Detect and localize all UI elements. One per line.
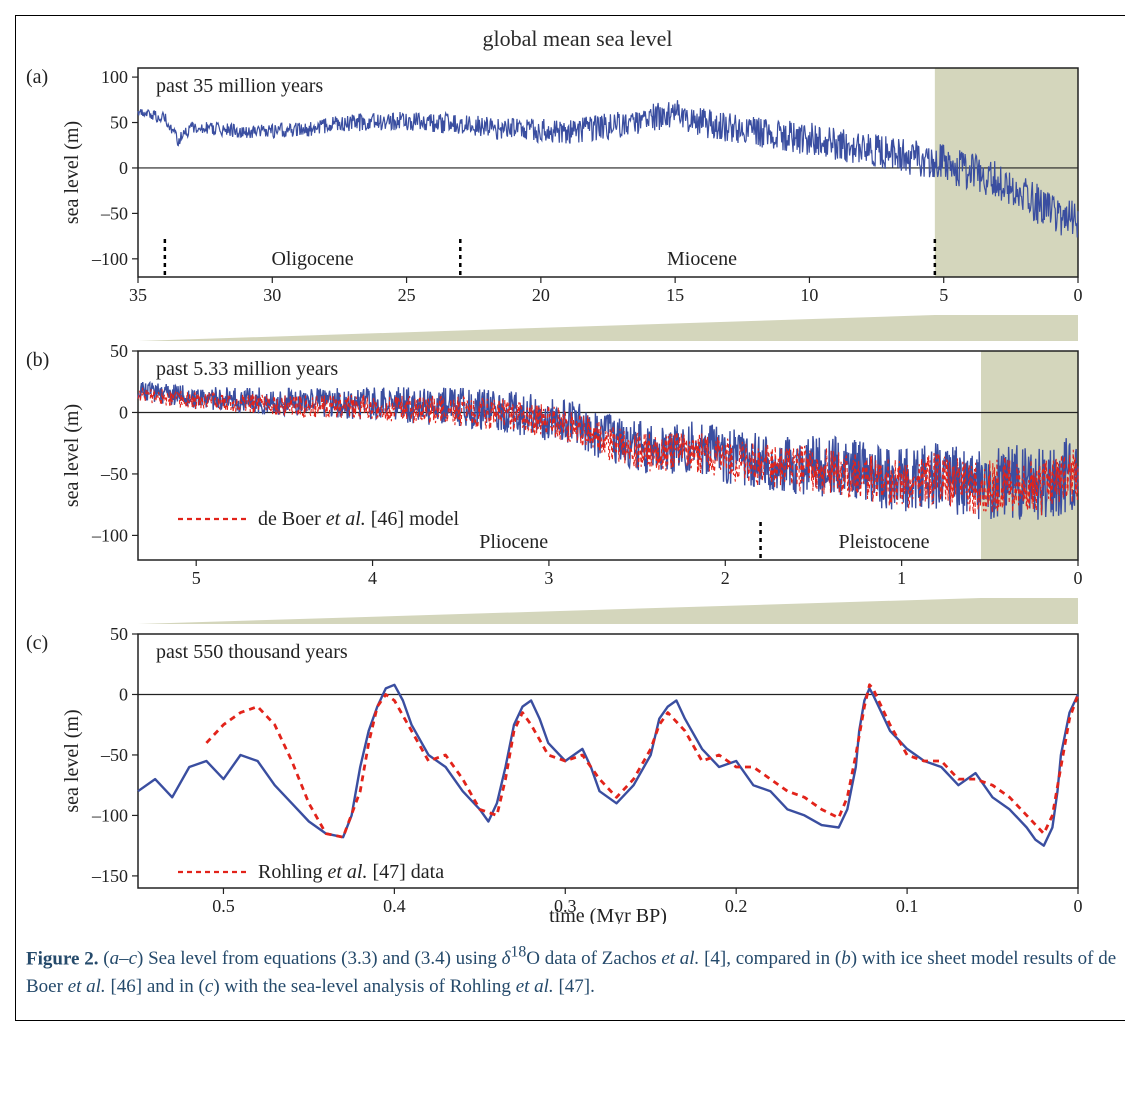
svg-text:past 35 million years: past 35 million years xyxy=(156,75,323,97)
svg-text:0.5: 0.5 xyxy=(212,896,235,916)
svg-text:–100: –100 xyxy=(91,805,128,825)
svg-text:0: 0 xyxy=(1074,285,1083,305)
figure-caption: Figure 2. (a–c) Sea level from equations… xyxy=(26,942,1125,1000)
svg-text:–50: –50 xyxy=(100,464,128,484)
svg-text:25: 25 xyxy=(398,285,416,305)
svg-text:35: 35 xyxy=(129,285,147,305)
svg-text:0: 0 xyxy=(119,684,128,704)
panel-c-letter: (c) xyxy=(26,624,60,924)
svg-text:2: 2 xyxy=(721,568,730,588)
panel-c-chart: –150–100–50050sea level (m)0.50.40.30.20… xyxy=(60,624,1090,924)
svg-text:0.2: 0.2 xyxy=(725,896,748,916)
svg-text:50: 50 xyxy=(110,113,128,133)
svg-text:0: 0 xyxy=(119,402,128,422)
svg-text:4: 4 xyxy=(368,568,377,588)
panel-a-letter: (a) xyxy=(26,58,60,313)
svg-text:5: 5 xyxy=(939,285,948,305)
caption-body: (a–c) Sea level from equations (3.3) and… xyxy=(26,948,1116,997)
svg-text:–50: –50 xyxy=(100,203,128,223)
svg-text:Rohling et al. [47] data: Rohling et al. [47] data xyxy=(258,861,444,883)
panel-b-letter: (b) xyxy=(26,341,60,596)
caption-label: Figure 2. xyxy=(26,948,98,969)
svg-text:–150: –150 xyxy=(91,866,128,886)
svg-text:0.1: 0.1 xyxy=(896,896,919,916)
svg-text:sea level (m): sea level (m) xyxy=(61,404,83,507)
svg-text:20: 20 xyxy=(532,285,550,305)
panel-a-chart: –100–50050100sea level (m)35302520151050… xyxy=(60,58,1090,313)
wedge-a xyxy=(60,315,1090,341)
svg-text:Oligocene: Oligocene xyxy=(271,248,353,270)
wedge-b xyxy=(60,598,1090,624)
svg-text:0: 0 xyxy=(1074,568,1083,588)
svg-text:–100: –100 xyxy=(91,249,128,269)
svg-text:sea level (m): sea level (m) xyxy=(61,121,83,224)
svg-text:Pleistocene: Pleistocene xyxy=(838,531,929,553)
svg-text:–50: –50 xyxy=(100,745,128,765)
svg-text:0: 0 xyxy=(119,158,128,178)
svg-text:0: 0 xyxy=(1074,896,1083,916)
svg-text:sea level (m): sea level (m) xyxy=(61,709,83,812)
svg-text:past 550 thousand years: past 550 thousand years xyxy=(156,641,348,663)
svg-text:0.4: 0.4 xyxy=(383,896,406,916)
svg-text:Pliocene: Pliocene xyxy=(479,531,548,553)
svg-text:50: 50 xyxy=(110,341,128,361)
figure-container: global mean sea level (a) –100–50050100s… xyxy=(15,15,1125,1021)
svg-text:time (Myr BP): time (Myr BP) xyxy=(549,905,667,924)
svg-text:3: 3 xyxy=(544,568,553,588)
figure-title: global mean sea level xyxy=(26,26,1125,52)
panel-b-chart: –100 –50 0 50 sea level (m) 5 4 3 2 1 0 Pliocene Ple… xyxy=(60,341,1090,596)
svg-text:15: 15 xyxy=(666,285,684,305)
svg-text:10: 10 xyxy=(800,285,818,305)
svg-text:Miocene: Miocene xyxy=(667,248,737,270)
svg-text:5: 5 xyxy=(192,568,201,588)
svg-text:100: 100 xyxy=(101,67,128,87)
svg-text:–100: –100 xyxy=(91,525,128,545)
svg-text:1: 1 xyxy=(897,568,906,588)
svg-text:30: 30 xyxy=(263,285,281,305)
svg-text:de Boer et al. [46] model: de Boer et al. [46] model xyxy=(258,508,460,530)
svg-text:past 5.33 million years: past 5.33 million years xyxy=(156,358,338,380)
svg-text:50: 50 xyxy=(110,624,128,644)
